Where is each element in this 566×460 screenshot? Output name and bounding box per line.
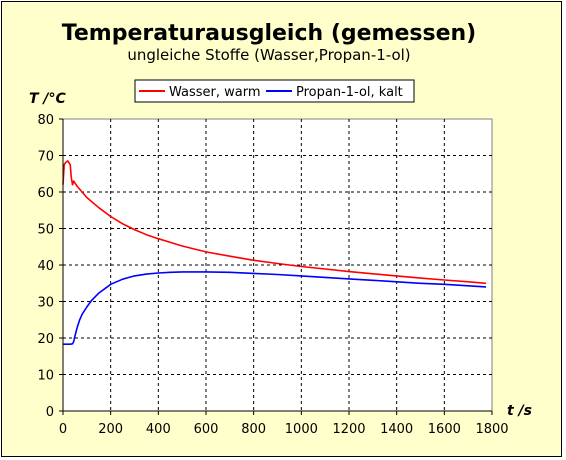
series-line-propanol [63, 271, 487, 346]
x-tick-label: 1000 [285, 422, 318, 437]
tick-labels: 0 200 400 600 800 1000 1200 1400 1600 1800 0 10 20 30… [37, 113, 508, 437]
series-lines [62, 160, 487, 346]
x-tick-label: 0 [59, 422, 67, 437]
y-tick-label: 70 [37, 150, 54, 165]
legend: Wasser, warm Propan-1-ol, kalt [134, 79, 415, 103]
grid-lines [63, 119, 492, 411]
x-tick-label: 1200 [332, 422, 365, 437]
legend-label-wasser: Wasser, warm [169, 85, 261, 100]
series-line-wasser [62, 160, 487, 285]
x-tick-label: 1800 [475, 422, 508, 437]
x-tick-label: 200 [98, 422, 123, 437]
y-tick-label: 30 [37, 296, 54, 311]
x-tick-label: 400 [146, 422, 171, 437]
x-tick-label: 600 [194, 422, 219, 437]
y-axis-label: T /°C [29, 91, 67, 107]
x-axis-label: t /s [507, 403, 532, 419]
y-tick-label: 0 [46, 405, 54, 420]
x-tick-label: 1600 [428, 422, 461, 437]
y-tick-label: 40 [37, 259, 54, 274]
y-tick-label: 80 [37, 113, 54, 128]
x-tick-label: 1400 [380, 422, 413, 437]
legend-label-propanol: Propan-1-ol, kalt [296, 85, 403, 100]
x-tick-label: 800 [241, 422, 266, 437]
y-tick-label: 50 [37, 223, 54, 238]
y-tick-label: 20 [37, 332, 54, 347]
y-tick-label: 10 [37, 369, 54, 384]
axes [59, 118, 493, 415]
chart-subtitle: ungleiche Stoffe (Wasser,Propan-1-ol) [127, 46, 410, 64]
y-tick-label: 60 [37, 186, 54, 201]
plot-area [62, 118, 493, 412]
chart-title: Temperaturausgleich (gemessen) [62, 21, 476, 46]
